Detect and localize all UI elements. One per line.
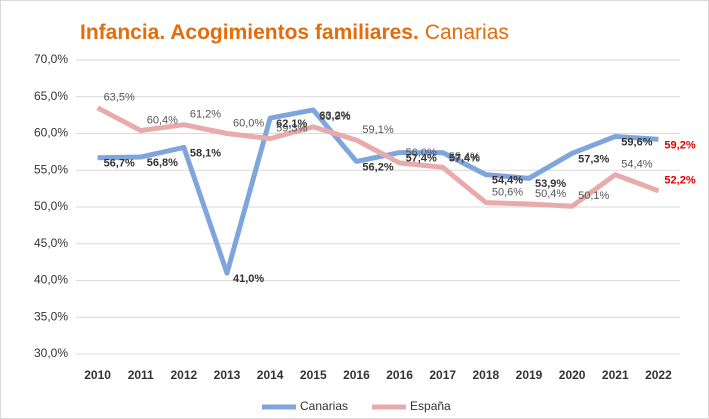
y-tick-label: 40,0%	[34, 273, 68, 287]
x-tick-label: 2016	[343, 368, 370, 382]
data-label: 57,4%	[406, 153, 437, 165]
data-label: 61,2%	[190, 109, 221, 121]
x-tick-label: 2020	[559, 368, 586, 382]
x-tick-label: 2010	[84, 368, 111, 382]
x-tick-label: 2021	[602, 368, 629, 382]
data-label: 56,8%	[147, 157, 178, 169]
series-line	[96, 105, 660, 209]
data-label: 53,9%	[535, 178, 566, 190]
data-label: 59,3%	[276, 123, 307, 135]
y-tick-label: 35,0%	[34, 309, 68, 323]
x-tick-label: 2019	[516, 368, 543, 382]
x-tick-label: 2011	[128, 368, 154, 382]
data-label: 56,7%	[104, 158, 135, 170]
y-tick-label: 45,0%	[34, 236, 68, 250]
x-tick-label: 2015	[300, 368, 327, 382]
y-tick-label: 50,0%	[34, 199, 68, 213]
chart-title-group: Infancia. Acogimientos familiares. Canari…	[80, 21, 509, 44]
x-tick-label: 2014	[257, 368, 284, 382]
x-tick-label: 2018	[473, 368, 500, 382]
legend-label: Canarias	[300, 399, 348, 413]
data-label: 54,4%	[492, 175, 523, 187]
data-label: 59,2%	[664, 139, 695, 151]
data-label: 59,6%	[621, 136, 652, 148]
chart-title: Infancia. Acogimientos familiares.	[80, 21, 419, 44]
data-label: 59,1%	[362, 124, 393, 136]
data-label: 60,9%	[319, 111, 350, 123]
series-line	[97, 107, 659, 276]
data-label: 63,2%	[319, 110, 350, 122]
data-label: 57,3%	[578, 153, 609, 165]
data-label: 58,1%	[190, 147, 221, 159]
data-label: 60,4%	[147, 114, 178, 126]
x-tick-label: 2017	[429, 368, 456, 382]
legend-label: España	[410, 399, 451, 413]
y-tick-label: 60,0%	[34, 126, 68, 140]
data-label: 55,4%	[449, 151, 480, 163]
x-tick-label: 2012	[171, 368, 198, 382]
data-label: 60,0%	[233, 117, 264, 129]
data-label: 50,1%	[578, 190, 609, 202]
y-tick-label: 65,0%	[34, 89, 68, 103]
data-label: 54,4%	[621, 159, 652, 171]
x-tick-label: 2013	[214, 368, 241, 382]
data-label: 56,2%	[362, 161, 393, 173]
y-tick-label: 30,0%	[34, 346, 68, 360]
y-tick-label: 70,0%	[34, 52, 68, 66]
data-label: 50,6%	[492, 186, 523, 198]
chart-subtitle: Canarias	[425, 21, 509, 44]
y-tick-label: 55,0%	[34, 162, 68, 176]
data-label: 50,4%	[535, 188, 566, 200]
x-tick-label: 2022	[645, 368, 672, 382]
data-label: 62,1%	[276, 118, 307, 130]
data-label: 63,5%	[104, 92, 135, 104]
data-label: 52,2%	[664, 175, 695, 187]
data-label: 57,4%	[449, 153, 480, 165]
x-tick-label: 2016	[386, 368, 413, 382]
data-label: 56,0%	[406, 147, 437, 159]
data-label: 41,0%	[233, 273, 264, 285]
